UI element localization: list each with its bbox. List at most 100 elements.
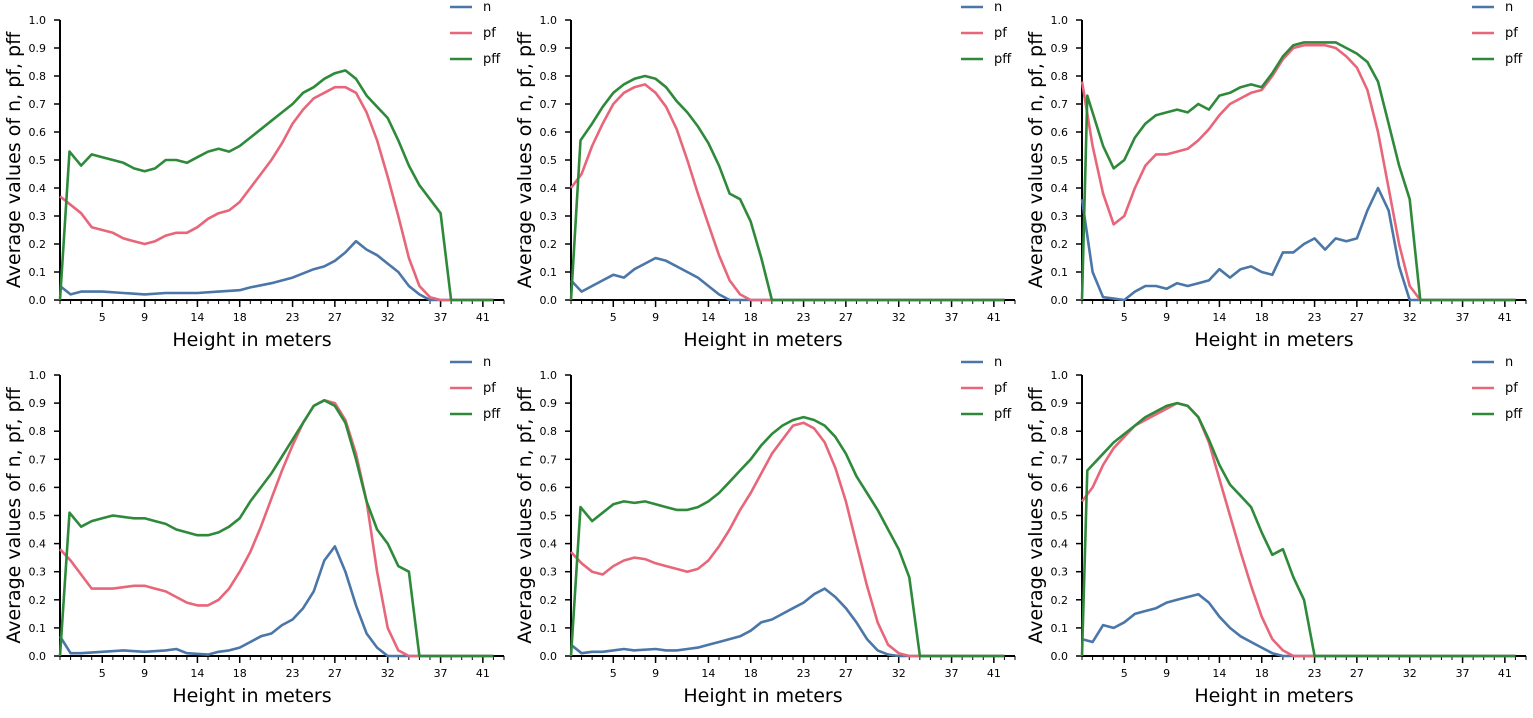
x-tick-label: 37 [945, 311, 959, 324]
y-tick-label: 0.7 [540, 453, 558, 466]
x-tick-label: 5 [610, 667, 617, 680]
legend-label-pff: pff [483, 52, 501, 67]
x-tick-label: 37 [1456, 311, 1470, 324]
x-tick-label: 18 [744, 311, 758, 324]
y-tick-label: 0.3 [1051, 210, 1069, 223]
x-tick-label: 27 [328, 311, 342, 324]
series-line-pf [570, 421, 1005, 658]
y-tick-label: 0.3 [29, 566, 47, 579]
y-tick-label: 0.4 [29, 538, 47, 551]
x-tick-label: 14 [701, 667, 715, 680]
x-tick-label: 14 [1212, 311, 1226, 324]
series-line-pf [59, 399, 494, 658]
x-tick-label: 23 [286, 667, 300, 680]
y-tick-label: 0.4 [29, 182, 47, 195]
y-tick-label: 0.9 [1051, 397, 1069, 410]
series-line-pf [59, 85, 494, 302]
x-tick-label: 41 [1498, 667, 1512, 680]
y-axis-label: Average values of n, pf, pff [3, 386, 25, 643]
x-tick-label: 18 [744, 667, 758, 680]
series-line-pff [569, 74, 1005, 302]
y-tick-label: 0.5 [540, 510, 558, 523]
x-tick-label: 27 [1350, 311, 1364, 324]
x-tick-label: 32 [1403, 311, 1417, 324]
y-tick-label: 1.0 [540, 369, 558, 382]
x-tick-label: 5 [99, 667, 106, 680]
y-tick-label: 0.3 [1051, 566, 1069, 579]
y-tick-label: 1.0 [540, 14, 558, 27]
y-tick-label: 0.5 [29, 510, 47, 523]
x-tick-label: 18 [1255, 667, 1269, 680]
series-line-pf [1080, 43, 1516, 302]
y-tick-label: 0.7 [540, 98, 558, 111]
x-tick-label: 23 [286, 311, 300, 324]
series-line-pff [569, 415, 1005, 658]
y-tick-label: 0.0 [29, 294, 47, 307]
x-tick-label: 32 [381, 311, 395, 324]
y-tick-label: 0.3 [29, 210, 47, 223]
y-axis-label: Average values of n, pf, pff [514, 31, 536, 288]
y-tick-label: 0.4 [540, 538, 558, 551]
y-tick-label: 0.0 [540, 650, 558, 663]
y-tick-label: 0.0 [540, 294, 558, 307]
series-line-pff [58, 399, 494, 658]
x-tick-label: 32 [892, 667, 906, 680]
y-tick-label: 0.7 [29, 453, 47, 466]
y-tick-label: 1.0 [1051, 14, 1069, 27]
x-tick-label: 27 [1350, 667, 1364, 680]
series-line-pf [569, 83, 1005, 302]
y-tick-label: 0.2 [1051, 238, 1069, 251]
y-tick-label: 0.2 [540, 238, 558, 251]
y-tick-label: 0.1 [29, 266, 47, 279]
x-axis-label: Height in meters [172, 685, 331, 707]
x-tick-label: 41 [476, 311, 490, 324]
x-tick-label: 37 [1456, 667, 1470, 680]
x-tick-label: 9 [1163, 667, 1170, 680]
x-tick-label: 9 [141, 311, 148, 324]
y-tick-label: 0.7 [1051, 453, 1069, 466]
series-line-n [1081, 592, 1516, 658]
y-axis-label: Average values of n, pf, pff [1025, 386, 1047, 643]
y-axis-label: Average values of n, pf, pff [514, 386, 536, 643]
x-tick-label: 23 [797, 667, 811, 680]
x-axis-label: Height in meters [683, 685, 842, 707]
x-tick-label: 37 [434, 667, 448, 680]
y-tick-label: 0.1 [1051, 622, 1069, 635]
y-axis-label: Average values of n, pf, pff [1025, 31, 1047, 288]
x-tick-label: 41 [1498, 311, 1512, 324]
y-tick-label: 0.6 [540, 481, 558, 494]
x-tick-label: 5 [1121, 667, 1128, 680]
series-line-n [570, 587, 1005, 658]
x-axis-label: Height in meters [172, 329, 331, 351]
legend-label-pff: pff [994, 407, 1012, 422]
chart-panel-6: 5 9 14 18 23 27 32 37 41 0.0 0.1 0.2 0.3 0.4 0.5 0.6 0.7… [1025, 355, 1527, 707]
x-tick-label: 14 [190, 311, 204, 324]
y-tick-label: 0.4 [1051, 182, 1069, 195]
y-tick-label: 0.8 [29, 425, 47, 438]
series-line-pff [1080, 41, 1516, 302]
y-tick-label: 0.4 [540, 182, 558, 195]
y-tick-label: 0.1 [540, 622, 558, 635]
x-tick-label: 23 [1308, 311, 1322, 324]
legend-label-n: n [483, 355, 491, 370]
x-tick-label: 14 [701, 311, 715, 324]
y-tick-label: 0.6 [1051, 481, 1069, 494]
y-tick-label: 1.0 [1051, 369, 1069, 382]
series-line-n [1080, 186, 1516, 302]
series-line-pff [1080, 401, 1516, 658]
chart-panel-5: 5 9 14 18 23 27 32 37 41 0.0 0.1 0.2 0.3 0.4 0.5 0.6 0.7… [514, 355, 1016, 707]
y-tick-label: 0.7 [29, 98, 47, 111]
x-tick-label: 27 [328, 667, 342, 680]
y-tick-label: 0.2 [540, 594, 558, 607]
legend-label-n: n [994, 355, 1002, 370]
y-tick-label: 0.6 [540, 126, 558, 139]
x-axis-label: Height in meters [683, 329, 842, 351]
y-tick-label: 0.6 [29, 481, 47, 494]
legend-label-pf: pf [1505, 381, 1518, 396]
x-tick-label: 32 [1403, 667, 1417, 680]
y-tick-label: 0.8 [1051, 425, 1069, 438]
legend-label-pf: pf [1505, 26, 1518, 41]
y-tick-label: 0.8 [1051, 70, 1069, 83]
legend-label-pf: pf [994, 381, 1007, 396]
